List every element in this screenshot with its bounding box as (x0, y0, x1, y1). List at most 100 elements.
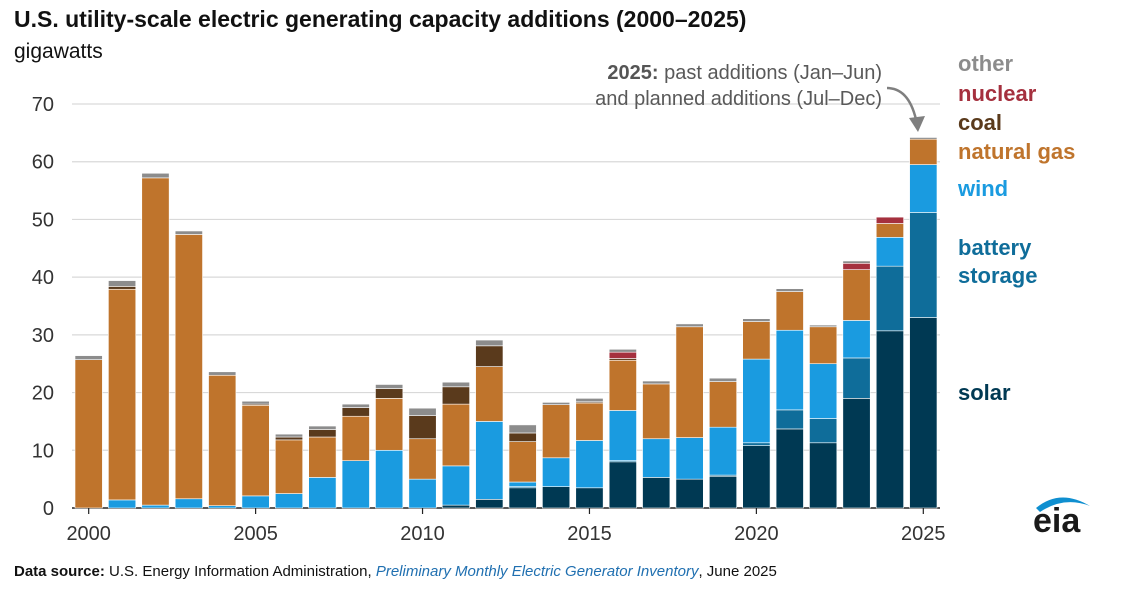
y-tick-label: 40 (32, 267, 54, 289)
bar-segment-wind-2009 (375, 449, 404, 509)
bar-segment-wind-2012 (475, 421, 504, 500)
bar-segment-other-2025 (909, 137, 938, 140)
x-tick-label: 2000 (66, 523, 111, 545)
bar-segment-wind-2014 (542, 457, 571, 487)
bar-segment-other-2016 (608, 348, 637, 353)
y-tick-label: 0 (43, 498, 54, 520)
eia-logo-text: eia (1033, 502, 1081, 540)
legend-other: other (958, 51, 1013, 76)
bar-segment-solar-2025 (909, 317, 938, 509)
bar-segment-other-2018 (675, 323, 704, 328)
bar-segment-wind-2022 (809, 363, 838, 419)
annotation-bold: 2025: (607, 62, 659, 84)
annotation-line1: past additions (Jan–Jun) (658, 62, 882, 84)
bar-segment-natural-gas-2022 (809, 326, 838, 365)
bar-segment-other-2015 (575, 398, 604, 403)
bar-segment-solar-2016 (608, 461, 637, 509)
x-axis-tick-labels: 2000 2005 2010 2015 2020 2025 (66, 508, 946, 545)
bar-segment-other-2011 (441, 381, 470, 388)
bar-segment-wind-2007 (308, 477, 337, 509)
unit-label: gigawatts (14, 40, 103, 63)
y-tick-label: 10 (32, 440, 54, 462)
eia-logo-swoosh-icon (1036, 497, 1090, 512)
bar-segment-other-2005 (241, 400, 270, 405)
bar-segment-battery-storage-2020 (742, 442, 771, 446)
bar-segment-wind-2015 (575, 440, 604, 489)
x-tick-label: 2010 (400, 523, 445, 545)
bar-segment-battery-storage-2023 (842, 357, 871, 399)
bar-segment-coal-2011 (441, 386, 470, 405)
bar-segment-solar-2023 (842, 398, 871, 509)
bar-segment-coal-2001 (108, 286, 137, 290)
legend-wind: wind (958, 176, 1009, 201)
bar-stacks (74, 137, 938, 509)
bar-segment-natural-gas-2002 (141, 177, 170, 506)
bar-segment-coal-2010 (408, 415, 437, 440)
bar-segment-solar-2021 (775, 428, 804, 509)
data-source-org: U.S. Energy Information Administration, (104, 563, 376, 580)
bar-segment-nuclear-2024 (875, 216, 904, 224)
bar-segment-wind-2020 (742, 358, 771, 444)
bar-segment-natural-gas-2008 (341, 415, 370, 461)
bar-segment-wind-2019 (709, 426, 737, 476)
bar-segment-other-2008 (341, 403, 370, 408)
y-tick-label: 30 (32, 325, 54, 347)
bar-segment-natural-gas-2024 (875, 223, 904, 238)
bar-segment-other-2013 (508, 424, 537, 434)
bar-segment-natural-gas-2000 (74, 359, 103, 509)
bar-segment-other-2022 (809, 324, 838, 328)
bar-segment-coal-2012 (475, 345, 504, 367)
x-tick-label: 2020 (734, 523, 779, 545)
bar-segment-coal-2009 (375, 388, 404, 399)
annotation-arrow (886, 86, 925, 132)
bar-segment-wind-2013 (508, 481, 537, 487)
bar-segment-wind-2010 (408, 478, 437, 509)
chart-title: U.S. utility-scale electric generating c… (14, 6, 747, 32)
legend-natural-gas: natural gas (958, 139, 1076, 164)
bar-segment-natural-gas-2015 (575, 402, 604, 441)
bar-segment-wind-2016 (608, 410, 637, 461)
legend-nuclear: nuclear (958, 81, 1037, 106)
x-tick-label: 2025 (901, 523, 946, 545)
bar-segment-natural-gas-2001 (108, 288, 137, 501)
bar-segment-natural-gas-2023 (842, 269, 871, 321)
bar-segment-solar-2014 (542, 486, 571, 509)
annotation-line2: and planned additions (Jul–Dec) (595, 88, 882, 110)
bar-segment-natural-gas-2016 (608, 359, 637, 411)
bar-segment-solar-2022 (809, 442, 838, 509)
bar-segment-solar-2012 (475, 499, 504, 509)
y-axis-tick-labels: 0 10 20 30 40 50 60 70 (32, 94, 54, 520)
annotation-arrow-head (909, 116, 925, 132)
bar-segment-natural-gas-2018 (675, 326, 704, 438)
bar-segment-solar-2020 (742, 445, 771, 509)
bar-segment-natural-gas-2011 (441, 403, 470, 467)
bar-segment-natural-gas-2019 (709, 381, 737, 428)
x-tick-label: 2015 (567, 523, 612, 545)
bar-segment-other-2002 (141, 172, 170, 179)
bar-segment-natural-gas-2025 (909, 138, 938, 165)
legend-battery-storage: battery storage (958, 235, 1038, 288)
bar-segment-wind-2017 (642, 438, 671, 478)
bar-segment-other-2014 (542, 402, 571, 405)
legend-coal: coal (958, 110, 1003, 135)
bar-segment-other-2021 (775, 288, 804, 292)
bar-segment-natural-gas-2014 (542, 404, 571, 459)
bar-segment-wind-2018 (675, 437, 704, 480)
bar-segment-wind-2025 (909, 164, 938, 213)
x-tick-label: 2005 (233, 523, 278, 545)
bar-segment-other-2004 (208, 371, 237, 376)
bar-segment-wind-2023 (842, 320, 871, 359)
bar-segment-solar-2024 (875, 330, 904, 509)
y-tick-label: 70 (32, 94, 54, 116)
y-tick-label: 50 (32, 209, 54, 231)
data-source: Data source: U.S. Energy Information Adm… (14, 563, 777, 580)
bar-segment-battery-storage-2021 (775, 409, 804, 430)
bar-segment-solar-2015 (575, 487, 604, 509)
bar-segment-coal-2008 (341, 407, 370, 417)
bar-segment-battery-storage-2024 (875, 265, 904, 332)
bar-segment-wind-2004 (208, 505, 237, 509)
bar-segment-natural-gas-2003 (174, 234, 203, 500)
bar-segment-coal-2006 (275, 436, 303, 441)
bar-segment-nuclear-2023 (842, 262, 871, 270)
